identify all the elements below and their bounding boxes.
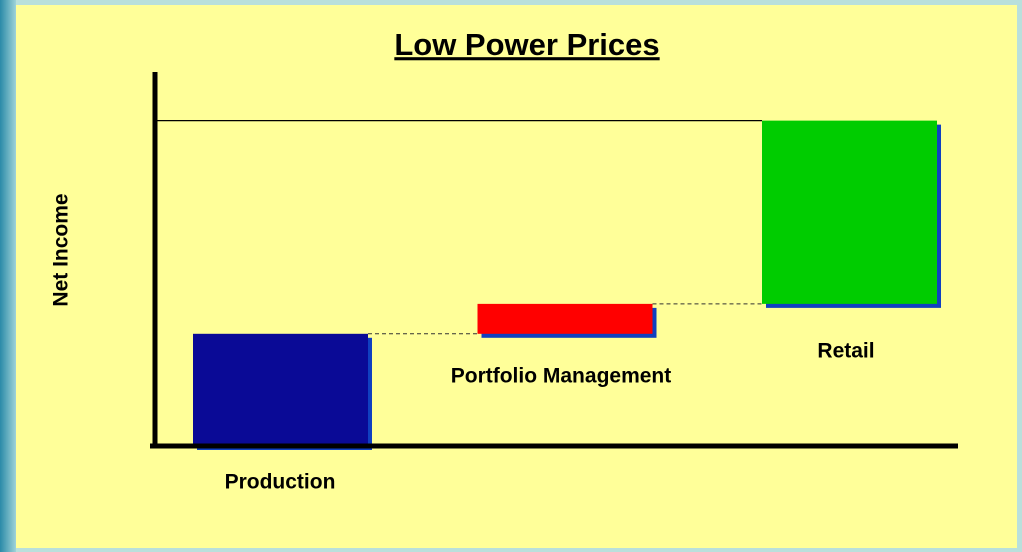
y-axis-label: Net Income	[50, 193, 73, 306]
category-label: Portfolio Management	[451, 365, 672, 388]
bar	[762, 120, 937, 304]
bar	[477, 303, 653, 334]
chart-title: Low Power Prices	[394, 27, 659, 62]
category-label: Retail	[817, 340, 874, 363]
category-label: Production	[225, 471, 336, 494]
bar	[193, 333, 368, 446]
side-band	[0, 0, 16, 552]
